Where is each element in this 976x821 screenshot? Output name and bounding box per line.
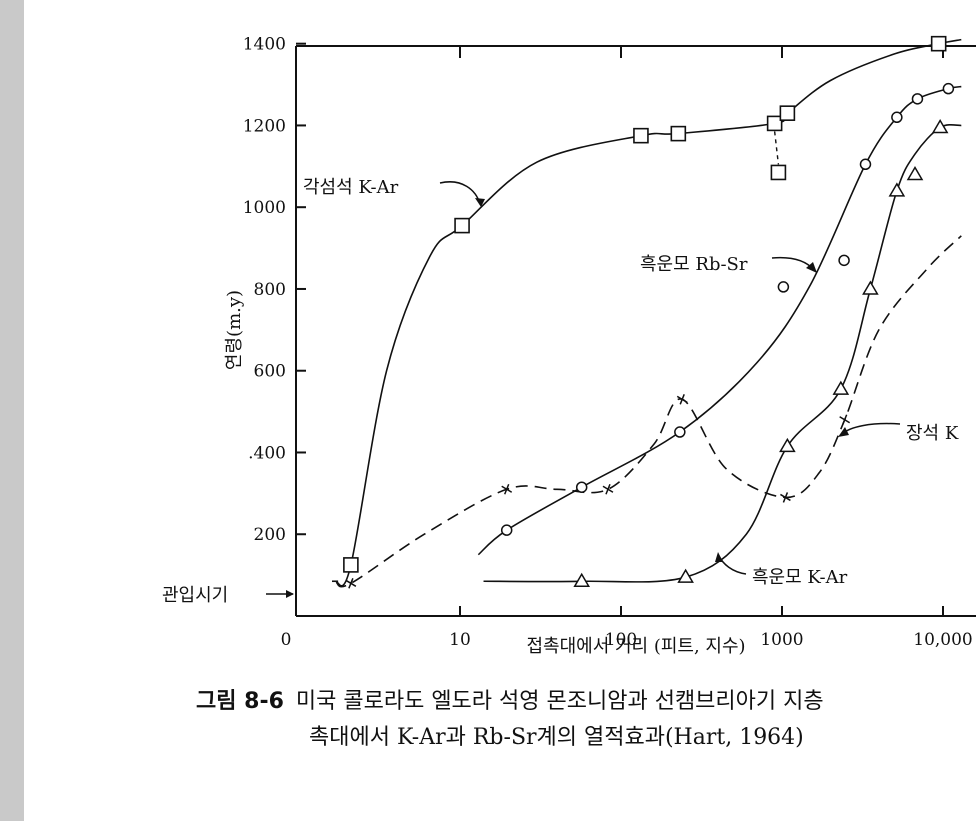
biotite-rbsr-point [942,82,955,95]
y-tick-label: 1000 [243,198,286,218]
annotation-biotite-rbsr: 흑운모 Rb-Sr [640,254,748,275]
series-line-1 [335,38,962,587]
intrusion-label: 관입시기 [162,585,228,606]
x-tick-labels: 0 10 100 1000 10,000 [281,630,973,650]
biotite-kar-point [931,118,949,134]
hornblende-kar-point [930,35,947,52]
biotite-rbsr-point [891,111,903,124]
annotation-hornblende-kar: 각섬석 K-Ar [303,177,399,198]
y-tick-label: 600 [254,362,286,382]
hornblende-kar-point [670,125,687,142]
annotation-feldspar-arrowhead [838,427,849,437]
hornblende-kar-point [770,164,787,181]
x-tick-label: 10,000 [913,630,972,650]
y-axis-title: 연령(m.y) [224,290,245,370]
hornblende-kar-point [633,127,649,144]
biotite-rbsr-point [674,426,686,438]
caption-line-2: 촉대에서 K-Ar과 Rb-Sr계의 열적효과(Hart, 1964) [309,725,804,750]
biotite-kar-point [832,380,850,395]
feldspar-kar-point [501,483,513,495]
annotation-hornblende-arrowhead [475,198,485,207]
intrusion-arrowhead [286,590,294,598]
y-tick-label: 1200 [243,116,286,136]
feldspar-kar-point [839,414,851,426]
x-tick-label: 0 [281,630,292,650]
age-distance-chart: 200 .400 600 800 1000 1200 1400 0 10 100 1000 10,0… [162,35,976,657]
hornblende-kar-point [343,557,359,573]
biotite-rbsr-point [911,93,924,105]
annotation-biotite-kar: 흑운모 K-Ar [752,567,848,588]
annotation-feldspar-kar: 장석 K [906,423,959,444]
x-axis-title: 접촉대에서 거리 (피트, 지수) [526,636,745,657]
biotite-rbsr-point [500,524,513,536]
annotation-biotite-rbsr-arrowhead [806,262,817,273]
biotite-rbsr-point [838,254,850,267]
scan-margin-bar [0,0,24,821]
x-tick-label: 1000 [760,630,803,650]
y-tick-labels: 200 .400 600 800 1000 1200 1400 [243,35,286,546]
annotation-hornblende-arrow [439,181,481,205]
biotite-kar-point [906,166,924,181]
figure-caption: 그림 8-6 미국 콜로라도 엘도라 석영 몬조니암과 선캠브리아기 지층 촉대에… [196,684,976,756]
biotite-kar-point [677,568,694,583]
axis-ticks [296,42,944,616]
annotation-biotite-kar-arrowhead [715,552,723,562]
annotation-feldspar-arrow [841,422,901,435]
x-tick-label: 10 [449,630,471,650]
series-curves [332,38,962,588]
feldspar-kar-point [345,578,357,589]
biotite-rbsr-point [859,158,872,171]
biotite-rbsr-point [777,281,790,293]
x-tick-label: 100 [605,630,637,650]
y-tick-label: 1400 [243,35,286,55]
y-tick-label: 800 [254,280,286,300]
hornblende-kar-point [766,115,783,132]
y-tick-label: 200 [254,525,286,545]
feldspar-kar-point [780,492,791,503]
caption-line-1: 미국 콜로라도 엘도라 석영 몬조니암과 선캠브리아기 지층 [295,689,824,714]
biotite-kar-point [862,280,879,295]
series-line-4 [483,124,962,583]
feldspar-kar-point [602,483,614,495]
hornblende-drop-line [773,131,780,165]
feldspar-kar-point [676,394,688,405]
biotite-kar-point [779,437,796,453]
hornblende-kar-point [779,105,796,121]
hornblende-kar-point [454,217,470,234]
biotite-rbsr-point [575,481,588,493]
biotite-kar-point [573,572,591,588]
biotite-kar-point [888,182,906,197]
series-markers [343,35,955,589]
caption-number: 그림 8-6 [196,689,284,714]
y-tick-label: .400 [248,443,286,463]
